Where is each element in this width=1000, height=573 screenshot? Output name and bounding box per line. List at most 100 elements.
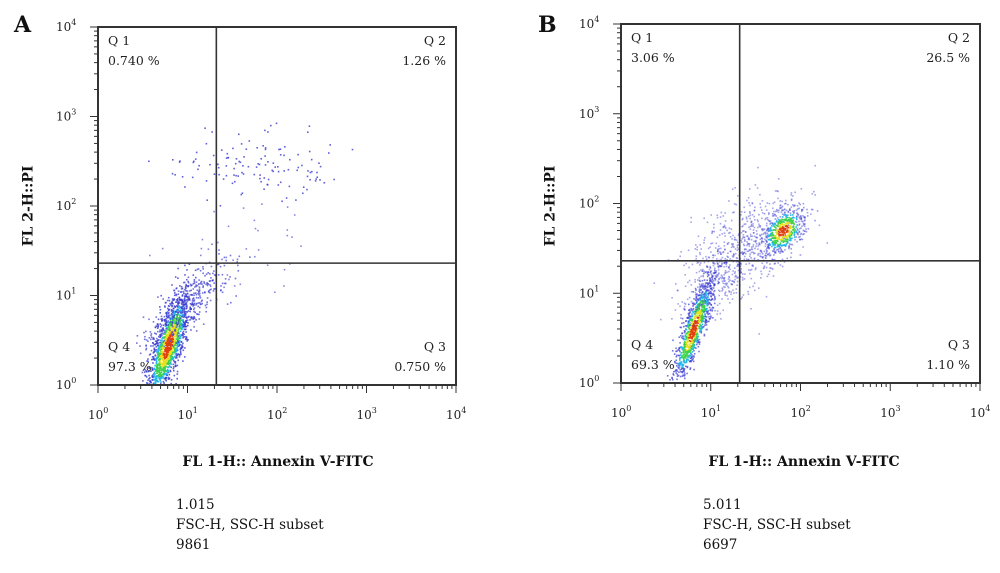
data-point (783, 203, 786, 205)
data-point (155, 379, 158, 381)
data-point (789, 232, 791, 235)
data-point (743, 248, 746, 251)
data-point (747, 238, 750, 240)
data-point (161, 377, 163, 379)
data-point (711, 288, 713, 291)
data-point (696, 312, 698, 315)
x-tick-label: 103 (357, 406, 377, 422)
data-point (150, 370, 152, 372)
data-point (724, 280, 726, 282)
data-point (249, 256, 251, 258)
data-point (687, 316, 690, 318)
data-point (698, 306, 700, 309)
data-point (748, 188, 751, 190)
data-point (701, 305, 703, 307)
data-point (770, 232, 772, 235)
data-point (774, 218, 777, 220)
data-point (763, 265, 766, 267)
data-point (773, 201, 776, 203)
data-point (699, 280, 701, 282)
data-point (697, 312, 700, 315)
data-point (152, 338, 154, 340)
data-point (779, 234, 781, 236)
data-point (708, 292, 710, 294)
data-point (751, 264, 753, 267)
data-point (803, 223, 806, 225)
data-point (170, 354, 172, 356)
data-point (169, 369, 171, 372)
data-point (690, 309, 692, 312)
data-point (724, 291, 727, 293)
data-point (702, 301, 704, 304)
data-point (774, 235, 777, 237)
data-point (718, 247, 720, 250)
data-point (195, 284, 197, 286)
data-point (756, 237, 758, 239)
data-point (173, 312, 176, 315)
data-point (199, 282, 202, 285)
data-point (782, 238, 785, 240)
data-point (780, 227, 783, 230)
data-point (711, 298, 714, 300)
data-point (742, 252, 745, 255)
data-point (722, 215, 725, 217)
data-point (734, 271, 736, 273)
data-point (237, 270, 240, 272)
data-point (703, 242, 705, 244)
data-point (185, 316, 188, 319)
data-point (794, 191, 796, 194)
data-point (782, 230, 785, 233)
data-point (160, 369, 162, 372)
data-point (691, 320, 694, 322)
data-point (174, 333, 177, 335)
data-point (198, 279, 200, 281)
data-point (752, 265, 754, 268)
data-point (711, 275, 714, 277)
quadrant-percent: 3.06 % (631, 50, 675, 65)
data-point (155, 316, 157, 318)
data-point (700, 316, 703, 318)
data-point (765, 240, 767, 242)
data-point (733, 292, 735, 294)
data-point (706, 290, 708, 292)
data-point (696, 341, 699, 344)
data-point (696, 337, 699, 340)
data-point (726, 243, 729, 246)
data-point (761, 217, 763, 220)
x-axis-label: FL 1-H:: Annexin V-FITC (182, 454, 374, 470)
data-point (684, 309, 686, 311)
data-point (742, 217, 744, 220)
data-point (688, 314, 690, 316)
data-point (718, 272, 720, 274)
data-point (682, 360, 685, 363)
data-point (771, 225, 773, 227)
data-point (700, 295, 703, 297)
data-point (736, 265, 738, 267)
data-point (158, 372, 161, 374)
data-point (735, 203, 738, 206)
data-point (781, 226, 784, 228)
data-point (247, 165, 250, 168)
data-point (168, 342, 171, 344)
panel-label: A (14, 12, 32, 38)
data-point (761, 228, 764, 230)
data-point (708, 316, 710, 318)
data-point (198, 283, 200, 285)
data-point (702, 257, 704, 260)
data-point (169, 325, 172, 327)
data-point (761, 228, 763, 231)
data-point (687, 338, 689, 341)
data-point (706, 312, 708, 314)
data-point (159, 365, 162, 367)
data-point (191, 316, 193, 318)
data-point (314, 180, 317, 182)
data-point (699, 341, 701, 343)
data-point (736, 257, 739, 260)
data-point (163, 345, 166, 348)
data-point (794, 229, 796, 231)
data-point (699, 285, 701, 288)
data-point (178, 332, 180, 334)
data-point (170, 308, 173, 311)
data-point (149, 331, 152, 333)
data-point (691, 336, 694, 339)
